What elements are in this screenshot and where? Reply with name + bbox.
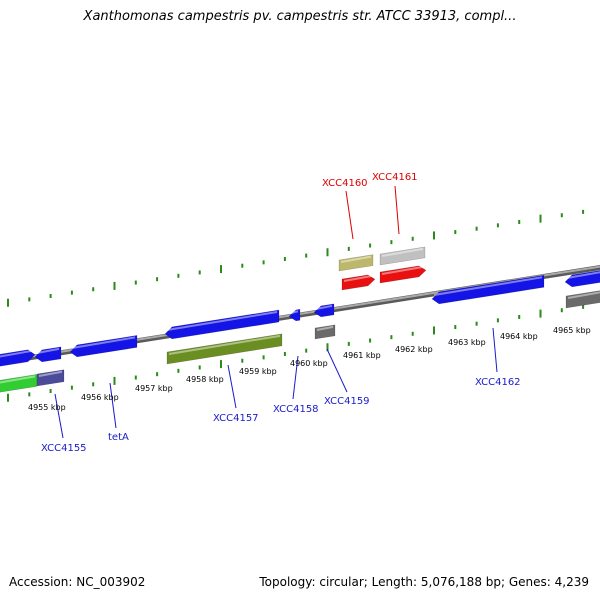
gene-feature-sheen: [343, 274, 374, 282]
gene-feature-sheen: [340, 255, 372, 263]
leader-xcc4159: [326, 348, 348, 393]
label-leaders: [54, 185, 498, 439]
scale-label: 4962 kbp: [395, 345, 433, 354]
gene-feature-f8[interactable]: [288, 308, 301, 322]
leader-xcc4160: [345, 190, 354, 240]
gene-feature-sheen: [567, 291, 600, 299]
gene-feature-f16[interactable]: [564, 270, 600, 288]
scale-label: 4965 kbp: [553, 326, 591, 335]
gene-feature-f5[interactable]: [36, 369, 65, 387]
gene-feature-sheen: [166, 311, 278, 331]
gene-feature-sheen: [316, 325, 334, 331]
scale-label: 4955 kbp: [28, 403, 66, 412]
gene-label-xcc4158[interactable]: XCC4158: [273, 404, 319, 415]
gene-feature-f1[interactable]: [0, 349, 36, 367]
gene-feature-sheen: [71, 336, 136, 349]
gene-label-xcc4157[interactable]: XCC4157: [213, 413, 259, 424]
outer-ticks: [7, 209, 585, 307]
gene-feature-f4[interactable]: [0, 374, 38, 393]
gene-feature-f13[interactable]: [379, 246, 426, 266]
gene-label-xcc4162[interactable]: XCC4162: [475, 377, 521, 388]
leader-xcc4158: [292, 355, 299, 400]
gene-feature-f10[interactable]: [314, 324, 336, 340]
gene-feature-sheen: [315, 304, 333, 310]
gene-feature-sheen: [36, 347, 60, 354]
gene-feature-sheen: [168, 334, 281, 355]
gene-label-xcc4155[interactable]: XCC4155: [41, 443, 87, 454]
gene-feature-sheen: [0, 375, 36, 384]
gene-feature-f7[interactable]: [166, 333, 283, 365]
gene-feature-sheen: [433, 276, 543, 296]
leader-xcc4157: [227, 364, 237, 409]
gene-feature-f17[interactable]: [565, 290, 600, 309]
genome-summary-text: Topology: circular; Length: 5,076,188 bp…: [259, 575, 589, 589]
gene-features[interactable]: [0, 246, 600, 393]
scale-label: 4963 kbp: [448, 338, 486, 347]
gene-feature-f6[interactable]: [164, 309, 280, 340]
map-title: Xanthomonas campestris pv. campestris st…: [83, 9, 517, 24]
inner-ticks: [7, 304, 585, 402]
gene-feature-f15[interactable]: [431, 275, 545, 305]
gene-feature-sheen: [38, 370, 63, 377]
accession-text: Accession: NC_003902: [9, 575, 146, 589]
scale-labels: 4955 kbp 4956 kbp 4957 kbp 4958 kbp 4959 kbp…: [28, 326, 591, 412]
scale-label: 4956 kbp: [81, 393, 119, 402]
leader-xcc4155: [54, 393, 64, 439]
gene-feature-sheen: [566, 271, 600, 279]
leader-xcc4161: [394, 185, 400, 235]
gene-label-xcc4159[interactable]: XCC4159: [324, 396, 370, 407]
gene-feature-sheen: [381, 265, 425, 275]
gene-labels: XCC4155 tetA XCC4157 XCC4158 XCC4159 XCC4160 X…: [41, 172, 521, 454]
gene-feature-f14[interactable]: [379, 265, 427, 284]
gene-label-xcc4160[interactable]: XCC4160: [322, 178, 368, 189]
scale-label: 4960 kbp: [290, 359, 328, 368]
gene-feature-f11[interactable]: [338, 254, 374, 272]
gene-feature-sheen: [290, 310, 299, 314]
leader-teta: [109, 382, 117, 429]
gene-feature-f2[interactable]: [34, 346, 62, 363]
leader-xcc4162: [492, 327, 498, 373]
scale-label: 4957 kbp: [135, 384, 173, 393]
scale-label: 4959 kbp: [239, 367, 277, 376]
gene-feature-f3[interactable]: [69, 335, 138, 358]
scale-label: 4961 kbp: [343, 351, 381, 360]
gene-feature-f9[interactable]: [313, 303, 335, 318]
scale-label: 4964 kbp: [500, 332, 538, 341]
gene-label-xcc4161[interactable]: XCC4161: [372, 172, 418, 183]
gene-feature-sheen: [381, 247, 424, 257]
scale-label: 4958 kbp: [186, 375, 224, 384]
gene-feature-sheen: [0, 349, 34, 358]
gene-label-teta[interactable]: tetA: [108, 432, 129, 443]
gene-feature-f12[interactable]: [341, 274, 376, 291]
